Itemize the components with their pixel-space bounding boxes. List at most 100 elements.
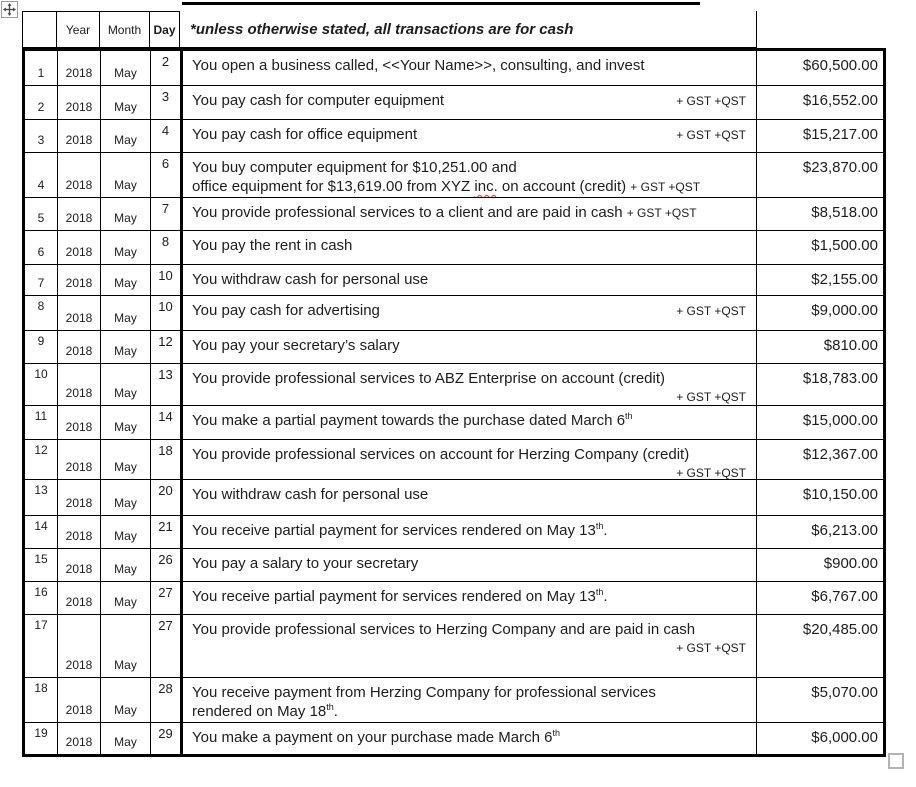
- year-cell[interactable]: 2018: [58, 516, 101, 548]
- month-cell[interactable]: May: [101, 331, 151, 363]
- row-number-cell[interactable]: 8: [25, 296, 58, 330]
- year-cell[interactable]: 2018: [58, 549, 101, 581]
- day-cell[interactable]: 8: [151, 231, 180, 264]
- month-cell[interactable]: May: [101, 51, 151, 85]
- description-cell[interactable]: You provide professional services to Her…: [180, 615, 757, 677]
- day-cell[interactable]: 29: [151, 723, 180, 754]
- year-cell[interactable]: 2018: [58, 440, 101, 479]
- description-cell[interactable]: You provide professional services on acc…: [180, 440, 757, 479]
- month-cell[interactable]: May: [101, 231, 151, 264]
- description-cell[interactable]: You make a partial payment towards the p…: [180, 406, 757, 439]
- description-cell[interactable]: You withdraw cash for personal use: [180, 480, 757, 515]
- table-resize-handle[interactable]: [888, 753, 904, 769]
- row-number-cell[interactable]: 2: [25, 86, 58, 119]
- day-cell[interactable]: 21: [151, 516, 180, 548]
- amount-cell[interactable]: $23,870.00: [757, 153, 883, 197]
- amount-cell[interactable]: $8,518.00: [757, 198, 883, 230]
- day-cell[interactable]: 7: [151, 198, 180, 230]
- amount-cell[interactable]: $10,150.00: [757, 480, 883, 515]
- header-cell-note[interactable]: *unless otherwise stated, all transactio…: [180, 11, 757, 48]
- row-number-cell[interactable]: 13: [25, 480, 58, 515]
- amount-cell[interactable]: $18,783.00: [757, 364, 883, 405]
- year-cell[interactable]: 2018: [58, 51, 101, 85]
- amount-cell[interactable]: $60,500.00: [757, 51, 883, 85]
- day-cell[interactable]: 28: [151, 678, 180, 722]
- amount-cell[interactable]: $12,367.00: [757, 440, 883, 479]
- month-cell[interactable]: May: [101, 153, 151, 197]
- amount-cell[interactable]: $15,000.00: [757, 406, 883, 439]
- day-cell[interactable]: 10: [151, 296, 180, 330]
- month-cell[interactable]: May: [101, 86, 151, 119]
- description-cell[interactable]: You buy computer equipment for $10,251.0…: [180, 153, 757, 197]
- description-cell[interactable]: You provide professional services to ABZ…: [180, 364, 757, 405]
- day-cell[interactable]: 13: [151, 364, 180, 405]
- day-cell[interactable]: 3: [151, 86, 180, 119]
- year-cell[interactable]: 2018: [58, 406, 101, 439]
- amount-cell[interactable]: $6,000.00: [757, 723, 883, 754]
- description-cell[interactable]: You pay cash for advertising + GST +QST: [180, 296, 757, 330]
- description-cell[interactable]: You make a payment on your purchase made…: [180, 723, 757, 754]
- year-cell[interactable]: 2018: [58, 678, 101, 722]
- amount-cell[interactable]: $900.00: [757, 549, 883, 581]
- table-move-handle[interactable]: [1, 1, 18, 18]
- amount-cell[interactable]: $9,000.00: [757, 296, 883, 330]
- row-number-cell[interactable]: 12: [25, 440, 58, 479]
- row-number-cell[interactable]: 15: [25, 549, 58, 581]
- row-number-cell[interactable]: 16: [25, 582, 58, 614]
- row-number-cell[interactable]: 11: [25, 406, 58, 439]
- row-number-cell[interactable]: 1: [25, 51, 58, 85]
- row-number-cell[interactable]: 19: [25, 723, 58, 754]
- description-cell[interactable]: You pay the rent in cash: [180, 231, 757, 264]
- month-cell[interactable]: May: [101, 265, 151, 295]
- amount-cell[interactable]: $2,155.00: [757, 265, 883, 295]
- header-cell-year[interactable]: Year: [57, 11, 100, 48]
- month-cell[interactable]: May: [101, 678, 151, 722]
- header-cell-month[interactable]: Month: [100, 11, 150, 48]
- row-number-cell[interactable]: 7: [25, 265, 58, 295]
- month-cell[interactable]: May: [101, 549, 151, 581]
- year-cell[interactable]: 2018: [58, 120, 101, 152]
- description-cell[interactable]: You open a business called, <<Your Name>…: [180, 51, 757, 85]
- year-cell[interactable]: 2018: [58, 265, 101, 295]
- day-cell[interactable]: 6: [151, 153, 180, 197]
- description-cell[interactable]: You pay a salary to your secretary: [180, 549, 757, 581]
- year-cell[interactable]: 2018: [58, 198, 101, 230]
- amount-cell[interactable]: $1,500.00: [757, 231, 883, 264]
- year-cell[interactable]: 2018: [58, 86, 101, 119]
- description-cell[interactable]: You provide professional services to a c…: [180, 198, 757, 230]
- description-cell[interactable]: You receive partial payment for services…: [180, 582, 757, 614]
- description-cell[interactable]: You pay your secretary’s salary: [180, 331, 757, 363]
- row-number-cell[interactable]: 18: [25, 678, 58, 722]
- row-number-cell[interactable]: 10: [25, 364, 58, 405]
- header-cell-blank[interactable]: [22, 11, 57, 48]
- row-number-cell[interactable]: 3: [25, 120, 58, 152]
- row-number-cell[interactable]: 17: [25, 615, 58, 677]
- amount-cell[interactable]: $20,485.00: [757, 615, 883, 677]
- month-cell[interactable]: May: [101, 296, 151, 330]
- amount-cell[interactable]: $16,552.00: [757, 86, 883, 119]
- amount-cell[interactable]: $15,217.00: [757, 120, 883, 152]
- day-cell[interactable]: 14: [151, 406, 180, 439]
- amount-cell[interactable]: $6,213.00: [757, 516, 883, 548]
- day-cell[interactable]: 4: [151, 120, 180, 152]
- row-number-cell[interactable]: 6: [25, 231, 58, 264]
- month-cell[interactable]: May: [101, 406, 151, 439]
- row-number-cell[interactable]: 4: [25, 153, 58, 197]
- header-cell-day[interactable]: Day: [150, 11, 180, 48]
- amount-cell[interactable]: $6,767.00: [757, 582, 883, 614]
- month-cell[interactable]: May: [101, 582, 151, 614]
- year-cell[interactable]: 2018: [58, 364, 101, 405]
- row-number-cell[interactable]: 14: [25, 516, 58, 548]
- year-cell[interactable]: 2018: [58, 615, 101, 677]
- month-cell[interactable]: May: [101, 723, 151, 754]
- day-cell[interactable]: 27: [151, 582, 180, 614]
- row-number-cell[interactable]: 5: [25, 198, 58, 230]
- year-cell[interactable]: 2018: [58, 331, 101, 363]
- amount-cell[interactable]: $810.00: [757, 331, 883, 363]
- year-cell[interactable]: 2018: [58, 723, 101, 754]
- year-cell[interactable]: 2018: [58, 231, 101, 264]
- month-cell[interactable]: May: [101, 615, 151, 677]
- day-cell[interactable]: 20: [151, 480, 180, 515]
- day-cell[interactable]: 2: [151, 51, 180, 85]
- description-cell[interactable]: You receive partial payment for services…: [180, 516, 757, 548]
